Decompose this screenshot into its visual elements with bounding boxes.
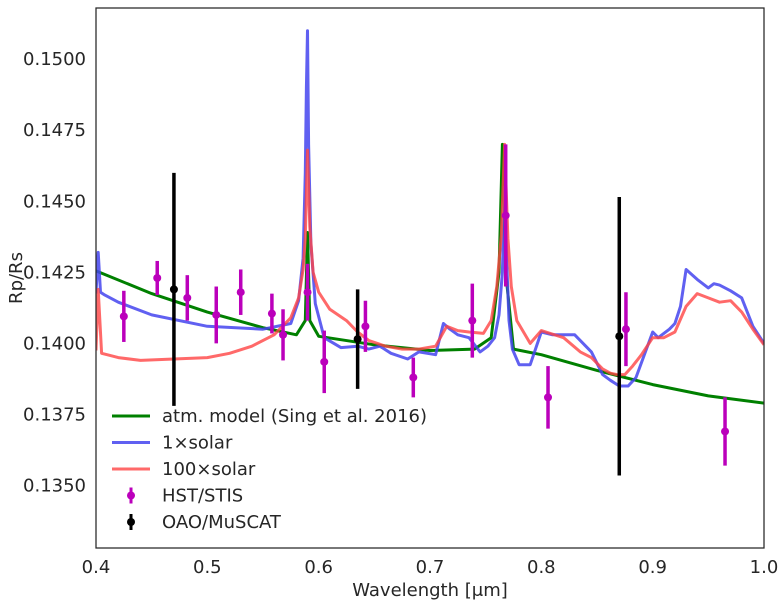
data-point-oao-muscat <box>169 172 178 406</box>
marker <box>468 316 477 325</box>
marker <box>544 393 553 402</box>
y-tick-label: 0.1350 <box>23 475 86 496</box>
series-line-atm-model-sing-et-al-2016 <box>96 142 764 405</box>
x-tick-label: 0.8 <box>527 557 556 578</box>
data-point-oao-muscat <box>615 197 624 476</box>
marker <box>621 325 630 334</box>
marker <box>721 427 730 436</box>
marker <box>501 211 510 220</box>
y-axis-label: Rp/Rs <box>6 252 27 304</box>
marker <box>236 288 245 297</box>
data-point-hst-stis <box>279 309 288 361</box>
y-tick-label: 0.1450 <box>23 191 86 212</box>
x-tick-label: 0.4 <box>82 557 111 578</box>
marker <box>119 312 128 321</box>
data-point-hst-stis <box>267 293 276 334</box>
x-axis-label: Wavelength [μm] <box>352 580 508 601</box>
marker <box>183 293 192 302</box>
x-tick-label: 0.9 <box>638 557 667 578</box>
x-tick-label: 0.7 <box>416 557 445 578</box>
legend-item-hst-stis: HST/STIS <box>127 486 243 507</box>
data-point-hst-stis <box>361 300 370 352</box>
legend-item-1-solar: 1×solar <box>112 433 233 454</box>
legend-label: HST/STIS <box>162 486 243 507</box>
marker <box>303 288 312 297</box>
data-point-hst-stis <box>320 330 329 394</box>
data-point-hst-stis <box>501 144 510 287</box>
marker <box>361 322 370 331</box>
legend-label: 100×solar <box>162 459 256 480</box>
legend-item-atm-model-sing-et-al-2016: atm. model (Sing et al. 2016) <box>112 406 427 427</box>
plot-frame <box>95 7 765 549</box>
data-point-hst-stis <box>409 357 418 398</box>
y-tick-label: 0.1425 <box>23 262 86 283</box>
data-point-hst-stis <box>212 286 221 344</box>
data-point-hst-stis <box>183 275 192 321</box>
series-line-100-solar <box>96 142 764 377</box>
data-point-hst-stis <box>303 263 312 321</box>
marker <box>320 357 329 366</box>
legend-item-100-solar: 100×solar <box>112 459 256 480</box>
marker <box>267 309 276 318</box>
legend-label: atm. model (Sing et al. 2016) <box>162 406 427 427</box>
legend: atm. model (Sing et al. 2016) 1×solar 100×… <box>112 406 427 533</box>
data-point-hst-stis <box>544 366 553 429</box>
y-tick-label: 0.1475 <box>23 120 86 141</box>
series-layer <box>96 29 764 476</box>
data-point-hst-stis <box>119 290 128 342</box>
marker <box>615 332 624 341</box>
data-point-hst-stis <box>153 260 162 296</box>
legend-item-oao-muscat: OAO/MuSCAT <box>127 512 282 533</box>
y-tick-label: 0.1500 <box>23 49 86 70</box>
legend-marker <box>127 491 135 500</box>
x-tick-label: 1.0 <box>750 557 779 578</box>
y-tick-labels: 0.1350 0.1375 0.1400 0.1425 0.1450 0.1475 0.15… <box>23 49 86 496</box>
data-point-hst-stis <box>721 397 730 466</box>
x-tick-labels: 0.4 0.5 0.6 0.7 0.8 0.9 1.0 <box>82 557 779 578</box>
marker <box>169 285 178 294</box>
y-tick-label: 0.1400 <box>23 333 86 354</box>
legend-label: 1×solar <box>162 433 233 454</box>
plot-background <box>96 8 764 548</box>
legend-label: OAO/MuSCAT <box>162 512 282 533</box>
marker <box>279 330 288 339</box>
legend-marker <box>127 518 135 526</box>
data-point-hst-stis <box>468 283 477 358</box>
y-tick-label: 0.1375 <box>23 404 86 425</box>
marker <box>409 373 418 382</box>
data-point-hst-stis <box>236 269 245 315</box>
marker <box>353 335 362 344</box>
marker <box>212 310 221 319</box>
data-point-hst-stis <box>621 292 630 367</box>
x-tick-label: 0.5 <box>193 557 222 578</box>
x-tick-label: 0.6 <box>304 557 333 578</box>
marker <box>153 274 162 282</box>
series-line-1-solar <box>96 29 764 388</box>
data-point-oao-muscat <box>353 289 362 389</box>
